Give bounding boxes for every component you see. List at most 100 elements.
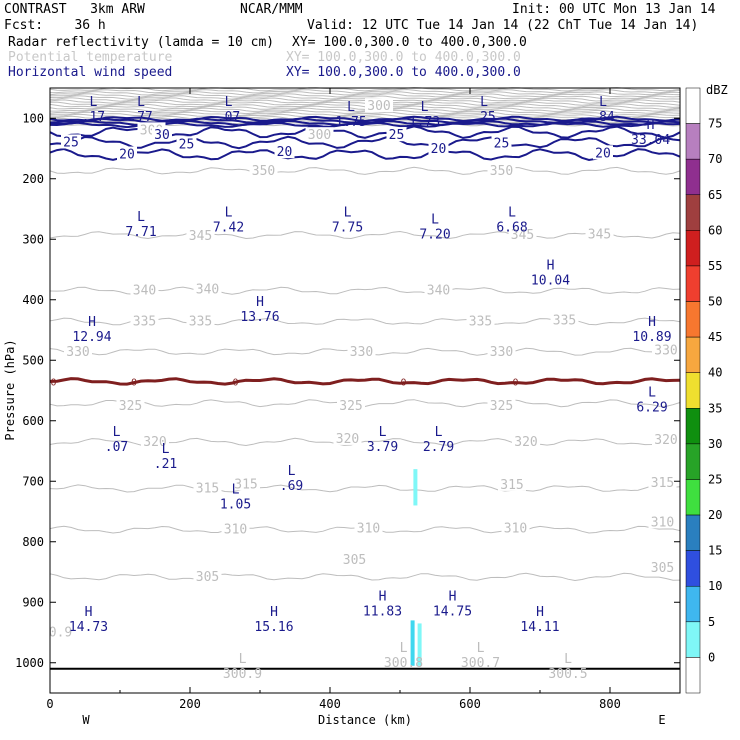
theta-label-bg <box>340 551 369 566</box>
theta-label-bg <box>652 432 680 447</box>
theta-label: 345 <box>588 227 611 242</box>
wind-label: 20 <box>595 146 611 161</box>
theta-label-bg <box>337 398 365 413</box>
colorbar-level-label: 40 <box>708 366 722 380</box>
theta-strat-line <box>49 115 681 121</box>
theta-label: 310 <box>651 515 674 530</box>
theta-label-bg <box>347 343 376 358</box>
freezing-level-label: 0 <box>232 377 238 388</box>
colorbar-level-label: 55 <box>708 259 722 273</box>
x-tick-label: 200 <box>179 697 201 711</box>
wind-label: 20 <box>277 145 293 160</box>
wind-extremum-type: H <box>647 118 655 133</box>
wind-extremum-value: .84 <box>591 110 615 125</box>
field-xy-theta: XY= 100.0,300.0 to 400.0,300.0 <box>286 50 521 65</box>
reflectivity-cell <box>413 469 418 506</box>
colorbar-swatch <box>685 443 701 480</box>
wind-extremum-type: H <box>648 315 656 330</box>
x-tick-label: 400 <box>319 697 341 711</box>
y-axis-label: Pressure (hPa) <box>3 339 17 440</box>
wind-contour-25 <box>49 135 681 150</box>
theta-label-bg <box>550 312 579 327</box>
colorbar-swatch <box>685 194 701 231</box>
theta-label-bg <box>648 559 677 574</box>
wind-extremum-type: L <box>421 100 429 115</box>
wind-extremum-value: 10.04 <box>531 274 570 289</box>
colorbar-swatch <box>685 123 701 160</box>
theta-label-bg <box>466 313 495 328</box>
theta-label: 305 <box>343 553 366 568</box>
wind-extremum-value: 2.79 <box>423 440 454 455</box>
theta-label-bg <box>354 520 383 535</box>
colorbar-level-label: 0 <box>708 650 715 664</box>
theta-label-bg <box>487 398 516 413</box>
reflectivity-cells <box>410 469 422 666</box>
wind-extremum-type: H <box>536 605 544 620</box>
wind-extremum-value: 7.42 <box>213 220 244 235</box>
theta-label-bg <box>487 343 516 358</box>
theta-label-bg <box>249 162 278 177</box>
wind-extremum-type: H <box>88 315 96 330</box>
valid-label: Valid: 12 UTC Tue 14 Jan 14 (22 ChT Tue … <box>307 18 699 33</box>
wind-extremum-value: .25 <box>472 110 495 125</box>
wind-label: 25 <box>494 137 510 152</box>
axes: 0 200 400 600 800100200300400500600700800900… <box>15 88 681 711</box>
theta-label-bg <box>193 480 222 495</box>
theta-label: 325 <box>490 399 513 414</box>
theta-label: 330 <box>654 344 677 359</box>
theta-label: 310 <box>357 521 380 536</box>
wind-label-bg <box>274 144 295 159</box>
theta-strat-line <box>50 88 681 94</box>
wind-extremum-value: 10.89 <box>632 330 671 345</box>
wind-extremum-type: L <box>508 205 516 220</box>
theta-label: 335 <box>189 315 212 330</box>
theta-contour-305 <box>49 572 681 582</box>
wind-extremum-value: 14.75 <box>433 604 472 619</box>
wind-extremum-value: 6.29 <box>636 401 667 416</box>
theta-strat-line <box>49 95 681 100</box>
wind-label: 20 <box>119 148 135 163</box>
theta-strat-line <box>49 93 681 98</box>
colorbar-swatch <box>685 87 701 124</box>
theta-extremum-type: L <box>239 652 247 667</box>
extrema-labels: L.17L.77L.07L1.75L1.73L.25L.84H33.04L7.7… <box>69 95 672 682</box>
y-tick-label: 900 <box>22 595 44 609</box>
theta-extremum-value: 300.9 <box>223 667 262 682</box>
theta-label-bg <box>193 281 222 296</box>
colorbar-level-label: 45 <box>708 330 722 344</box>
theta-contour-315 <box>49 484 681 493</box>
freezing-level-label: 0 <box>512 377 518 388</box>
wind-label-bg <box>152 127 172 142</box>
wind-extremum-value: 7.20 <box>419 228 450 243</box>
theta-strat-line <box>49 111 681 117</box>
theta-label-bg <box>424 282 453 297</box>
colorbar-swatch <box>685 372 701 409</box>
wind-extremum-type: H <box>379 589 387 604</box>
y-tick-label: 700 <box>22 474 44 488</box>
y-tick-label: 500 <box>22 353 44 367</box>
theta-label-bg <box>232 476 260 491</box>
theta-label-bg <box>64 343 92 358</box>
theta-label: 305 <box>196 570 219 585</box>
wind-extremum-value: 1.05 <box>220 497 251 512</box>
theta-label: 315 <box>651 476 674 491</box>
theta-label: 340 <box>196 282 219 297</box>
colorbar-level-label: 75 <box>708 117 722 131</box>
init-label: Init: 00 UTC Mon 13 Jan 14 <box>512 2 716 17</box>
y-tick-label: 600 <box>22 414 44 428</box>
colorbar: dBZ 0 5 10 15 20 25 30 35 40 45 50 55 60 65 70 75 <box>685 83 728 694</box>
wind-label-bg <box>61 134 81 149</box>
wind-extremum-value: 14.73 <box>69 620 108 635</box>
theta-label-bg <box>130 313 159 328</box>
wind-extremum-type: H <box>547 259 555 274</box>
theta-label-bg <box>585 226 614 241</box>
field-name-wind: Horizontal wind speed <box>8 65 173 80</box>
theta-label: 315 <box>196 482 219 497</box>
theta-label: 330 <box>66 345 89 360</box>
colorbar-swatch <box>685 336 701 373</box>
wind-extremum-type: L <box>347 100 355 115</box>
y-tick-label: 400 <box>22 293 44 307</box>
wind-extremum-type: L <box>137 95 145 110</box>
wind-extremum-value: 15.16 <box>254 620 293 635</box>
wind-extremum-value: 3.79 <box>367 440 398 455</box>
